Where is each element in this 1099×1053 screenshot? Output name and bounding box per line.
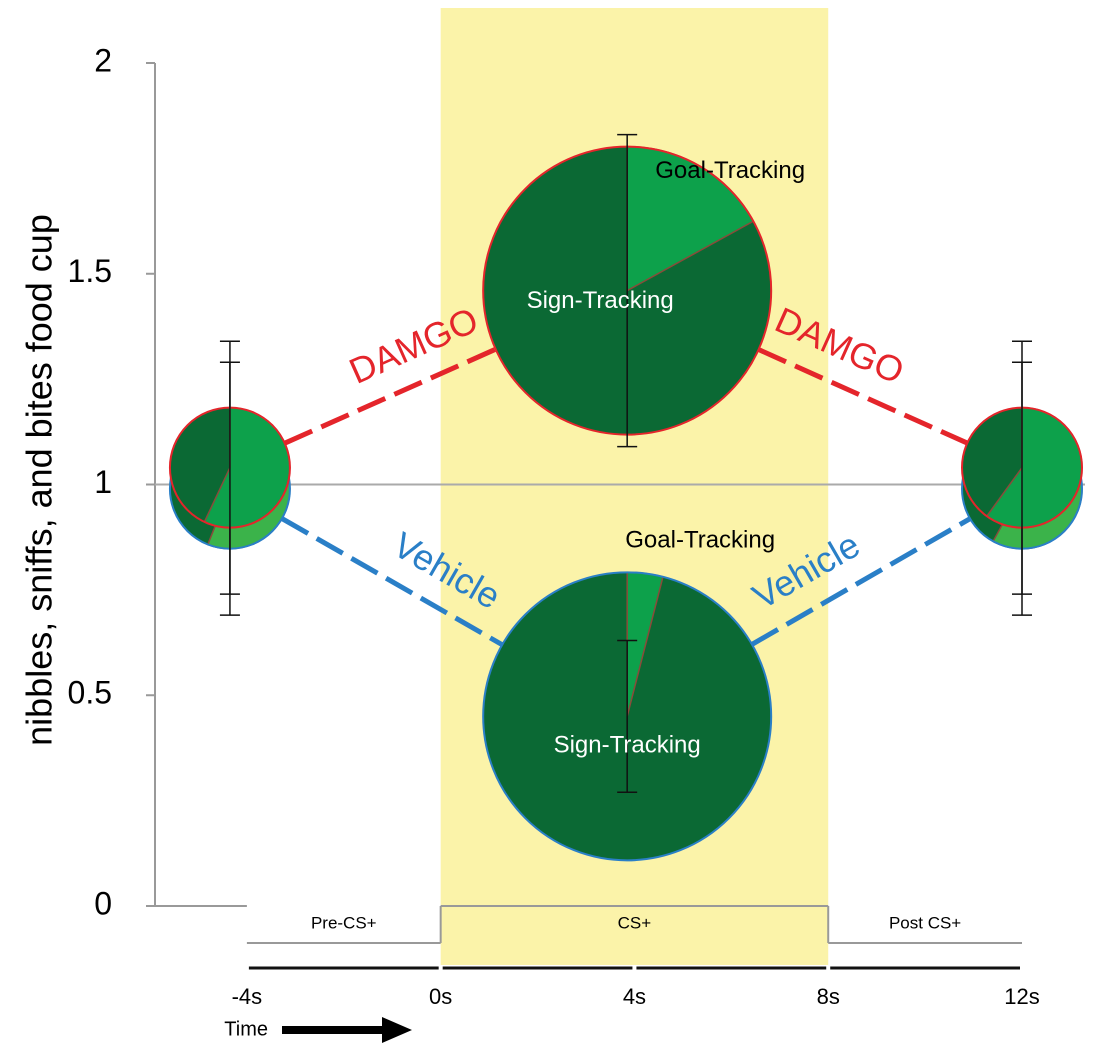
slice-label: Sign-Tracking [527,287,674,314]
period-label: CS+ [618,913,652,932]
period-label: Pre-CS+ [311,913,377,932]
y-tick-label: 0.5 [68,675,112,711]
x-tick-label: 0s [429,984,452,1009]
y-tick-label: 1 [94,464,112,500]
x-tick-label: -4s [232,984,263,1009]
y-axis-label: nibbles, sniffs, and bites food cup [19,214,60,746]
y-tick-label: 0 [94,885,112,921]
y-tick-label: 2 [94,42,112,78]
x-tick-label: 4s [623,984,646,1009]
slice-label: Goal-Tracking [625,527,775,554]
time-arrow [282,1017,412,1043]
x-tick-label: 12s [1004,984,1039,1009]
pie [962,341,1082,594]
chart: 00.511.52Pre-CS+CS+Post CS+-4s0s4s8s12s … [0,0,1099,1048]
y-tick-label: 1.5 [68,253,112,289]
pie [170,341,290,594]
x-tick-label: 8s [817,984,840,1009]
slice-label: Goal-Tracking [655,157,805,184]
slice-label: Sign-Tracking [554,732,701,759]
x-axis-label: Time [224,1018,268,1040]
period-label: Post CS+ [889,913,961,932]
